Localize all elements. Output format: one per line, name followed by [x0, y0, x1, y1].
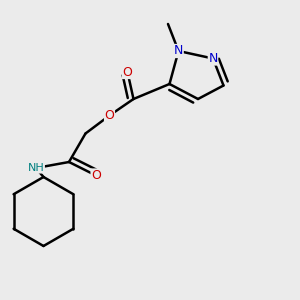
- Text: O: O: [105, 109, 114, 122]
- Text: O: O: [123, 65, 132, 79]
- Text: N: N: [174, 44, 183, 58]
- Text: O: O: [91, 169, 101, 182]
- Text: N: N: [208, 52, 218, 65]
- Text: NH: NH: [28, 163, 44, 173]
